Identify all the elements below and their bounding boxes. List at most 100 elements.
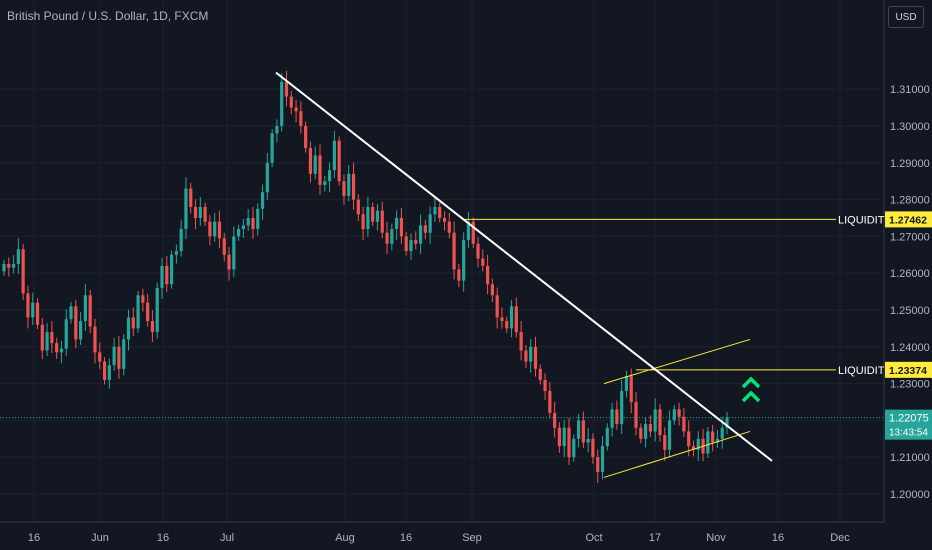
- price-tick-label: 1.23000: [890, 379, 930, 391]
- current-price-value: 1.22075: [889, 413, 929, 425]
- candle-body: [347, 173, 351, 196]
- candle: [122, 333, 126, 376]
- currency-button[interactable]: USD: [888, 6, 924, 28]
- candle: [600, 436, 605, 480]
- candle: [423, 219, 427, 240]
- candle: [16, 238, 20, 274]
- candle-body: [265, 162, 269, 193]
- candle-body: [462, 240, 466, 281]
- candle-body: [351, 173, 356, 200]
- candle-body: [232, 236, 236, 270]
- candle: [280, 73, 284, 132]
- candle-body: [620, 390, 624, 425]
- candle-body: [696, 438, 700, 450]
- candle-body: [141, 295, 145, 303]
- candle: [79, 312, 83, 345]
- candle: [7, 257, 11, 277]
- candle: [648, 415, 652, 437]
- countdown-timer: 13:43:54: [889, 428, 928, 439]
- candle-body: [466, 221, 471, 241]
- candle-body: [375, 210, 380, 222]
- candle-body: [260, 192, 265, 209]
- candle: [251, 206, 255, 239]
- candle-body: [50, 332, 54, 344]
- candle: [581, 411, 585, 448]
- candle-body: [203, 206, 207, 222]
- candle: [438, 202, 442, 223]
- candle: [414, 231, 418, 250]
- candle-body: [45, 332, 49, 351]
- candle-body: [356, 199, 360, 215]
- candle-body: [332, 140, 336, 171]
- candle: [308, 141, 313, 183]
- candle: [299, 101, 303, 134]
- candle: [136, 290, 140, 333]
- candle: [246, 209, 250, 231]
- candle: [107, 358, 111, 389]
- candle-body: [308, 148, 313, 174]
- candle-body: [16, 249, 20, 264]
- candle: [112, 337, 116, 371]
- liquidity-price-text: 1.27462: [889, 214, 927, 226]
- candle: [284, 70, 289, 107]
- candle: [260, 184, 265, 220]
- candle: [40, 318, 44, 360]
- candle: [500, 307, 504, 329]
- candles: [2, 70, 729, 483]
- candle: [533, 336, 538, 377]
- candle-body: [562, 427, 566, 447]
- candle: [323, 175, 327, 192]
- candle: [481, 249, 485, 272]
- candle: [610, 402, 614, 437]
- candle: [347, 165, 351, 202]
- price-axis: 1.200001.210001.220001.230001.240001.250…: [883, 0, 932, 550]
- candle: [69, 301, 73, 324]
- candle: [490, 278, 494, 302]
- candle-body: [481, 258, 485, 266]
- candle: [332, 130, 336, 178]
- candle-body: [366, 206, 370, 230]
- candle: [83, 284, 87, 331]
- candle-body: [505, 321, 509, 329]
- candle-body: [677, 409, 681, 417]
- candle: [213, 212, 217, 242]
- price-tick-label: 1.28000: [890, 195, 930, 207]
- candle: [203, 202, 207, 227]
- candle: [337, 136, 341, 186]
- candle-body: [519, 332, 523, 351]
- candle: [677, 402, 681, 426]
- candle: [327, 162, 332, 193]
- candle-body: [572, 438, 576, 458]
- time-tick-label: Nov: [706, 532, 726, 544]
- candle: [304, 121, 308, 153]
- candle: [102, 357, 107, 385]
- candle: [639, 423, 643, 444]
- descending-trendline: [275, 71, 773, 462]
- candle-body: [280, 81, 284, 126]
- candle: [50, 321, 54, 354]
- candle: [634, 392, 638, 436]
- candle: [375, 204, 380, 231]
- candle-body: [409, 240, 413, 252]
- candle: [529, 339, 533, 373]
- candle-body: [629, 376, 633, 402]
- candle: [26, 285, 30, 329]
- candle-body: [21, 249, 25, 294]
- candle-body: [371, 206, 375, 222]
- candle-body: [706, 431, 710, 454]
- candle: [361, 206, 365, 241]
- candle: [433, 197, 437, 223]
- candle: [711, 424, 715, 452]
- candle: [93, 318, 97, 364]
- candle: [165, 255, 169, 292]
- candle: [524, 344, 528, 369]
- candle: [466, 211, 471, 248]
- candle: [371, 202, 375, 227]
- candle-body: [146, 302, 150, 322]
- candle: [557, 422, 562, 453]
- candle: [351, 162, 356, 210]
- time-tick-label: Sep: [462, 532, 482, 544]
- candle: [471, 217, 475, 249]
